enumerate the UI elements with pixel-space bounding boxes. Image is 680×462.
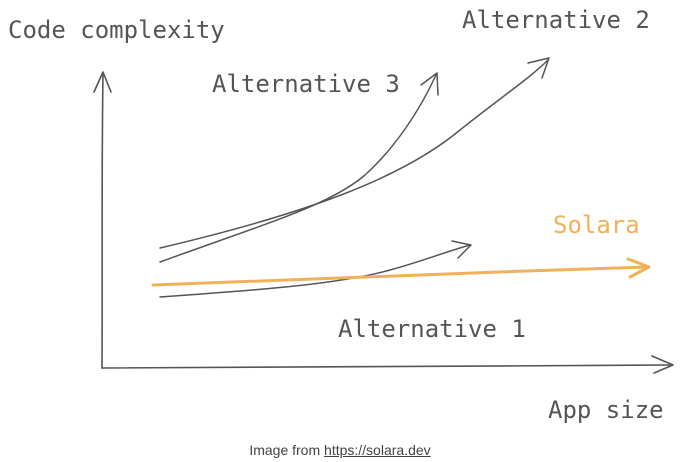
x-axis-label: App size xyxy=(548,396,664,424)
y-axis-label: Code complexity xyxy=(8,16,225,44)
alternative-1-label: Alternative 1 xyxy=(338,315,526,343)
caption-prefix: Image from xyxy=(249,442,321,458)
image-caption: Image from https://solara.dev xyxy=(0,442,680,458)
alternative-1-curve xyxy=(159,240,472,298)
solara-label: Solara xyxy=(553,211,640,239)
alternative-3-label: Alternative 3 xyxy=(212,70,400,98)
solara-line xyxy=(151,257,651,287)
alternative-3-curve xyxy=(159,72,439,263)
x-axis xyxy=(101,355,674,374)
alternative-2-curve xyxy=(159,57,550,249)
alternative-2-label: Alternative 2 xyxy=(462,6,650,34)
y-axis xyxy=(93,71,112,369)
source-link[interactable]: https://solara.dev xyxy=(324,442,431,458)
